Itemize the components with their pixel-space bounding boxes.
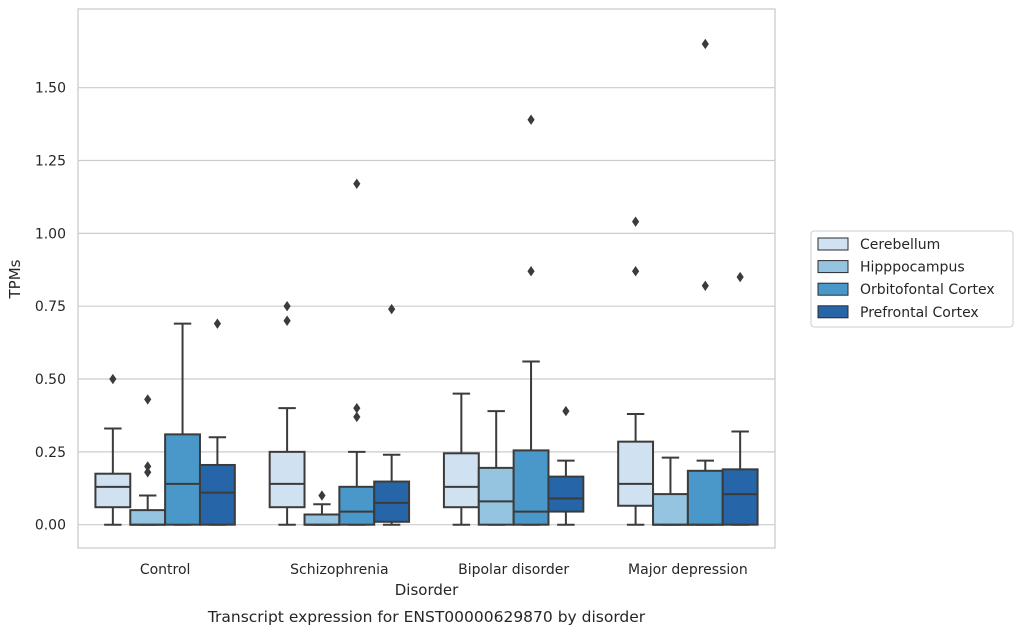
plot-frame: [77, 8, 776, 549]
outlier-point: [144, 467, 152, 478]
outlier-point: [701, 280, 709, 291]
outlier-point: [562, 405, 570, 417]
y-tick-label: 1.25: [35, 154, 66, 170]
box-cerebellum-2: [442, 392, 480, 526]
y-tick-label: 0.50: [35, 372, 66, 388]
outlier-point: [318, 490, 326, 501]
y-tick-label: 0.75: [35, 299, 66, 315]
box-cerebellum-3: [617, 216, 655, 526]
legend-swatch: [817, 260, 849, 274]
outlier-point: [527, 266, 535, 277]
y-tick-label: 0.25: [35, 445, 66, 461]
outlier-point: [213, 318, 221, 329]
box-iqr: [721, 468, 759, 526]
box-cerebellum-0: [94, 373, 132, 526]
outlier-point: [353, 178, 361, 190]
legend-swatch: [817, 305, 849, 319]
box-iqr: [129, 509, 167, 526]
y-tick-label: 1.50: [35, 81, 66, 97]
legend-entry: Orbitofontal Cortex: [860, 282, 995, 298]
box-iqr: [686, 469, 724, 526]
legend: Cerebellum Hipppocampus Orbitofontal Corte…: [810, 230, 1014, 328]
box-hipppocampus-3: [652, 456, 689, 526]
box-iqr: [338, 485, 376, 526]
x-tick-label: Schizophrenia: [290, 562, 388, 578]
box-iqr: [442, 452, 480, 509]
x-tick-label: Bipolar disorder: [458, 562, 569, 578]
outlier-point: [527, 114, 535, 125]
outlier-point: [109, 373, 117, 385]
y-axis-label: TPMs: [6, 259, 24, 299]
box-iqr: [477, 466, 515, 526]
outlier-point: [144, 461, 152, 472]
box-prefrontal-cortex-2: [547, 405, 585, 526]
box-iqr: [198, 463, 236, 526]
legend-entry: Prefrontal Cortex: [860, 305, 979, 321]
outlier-point: [283, 315, 291, 326]
box-iqr: [652, 493, 689, 526]
outlier-point: [632, 266, 640, 277]
legend-swatch: [817, 282, 849, 296]
box-hipppocampus-1: [303, 490, 341, 526]
box-iqr: [547, 475, 585, 513]
y-tick-label: 0.00: [35, 518, 66, 534]
box-iqr: [303, 513, 341, 526]
box-orbitofontal-cortex-2: [512, 114, 550, 526]
outlier-point: [283, 300, 291, 312]
box-iqr: [512, 449, 550, 526]
box-groups: [94, 38, 759, 526]
box-iqr: [164, 433, 201, 526]
box-orbitofontal-cortex-1: [338, 178, 376, 526]
x-tick-labels: Control Schizophrenia Bipolar disorder Majo…: [140, 562, 748, 578]
y-tick-labels: 0.00 0.25 0.50 0.75 1.00 1.25 1.50: [35, 81, 66, 534]
outlier-point: [701, 38, 709, 50]
outlier-point: [353, 411, 361, 423]
legend-entry: Cerebellum: [860, 237, 940, 253]
legend-swatch: [817, 237, 849, 251]
outlier-point: [632, 216, 640, 227]
box-iqr: [617, 440, 655, 507]
outlier-point: [353, 402, 361, 414]
outlier-point: [736, 271, 744, 283]
box-cerebellum-1: [268, 300, 306, 526]
legend-entry: Hipppocampus: [860, 260, 965, 276]
box-prefrontal-cortex-1: [373, 303, 411, 526]
box-iqr: [268, 450, 306, 509]
outlier-point: [144, 394, 152, 405]
chart-caption: Transcript expression for ENST0000062987…: [207, 608, 646, 626]
legend-frame: [810, 230, 1014, 328]
box-prefrontal-cortex-0: [198, 318, 236, 526]
x-tick-label: Control: [140, 562, 191, 578]
y-tick-label: 1.00: [35, 226, 66, 242]
box-iqr: [94, 472, 132, 509]
x-axis-label: Disorder: [395, 581, 459, 599]
outlier-point: [388, 303, 396, 315]
box-prefrontal-cortex-3: [721, 271, 759, 526]
box-iqr: [373, 480, 411, 523]
x-tick-label: Major depression: [628, 562, 748, 578]
box-hipppocampus-0: [129, 394, 167, 526]
